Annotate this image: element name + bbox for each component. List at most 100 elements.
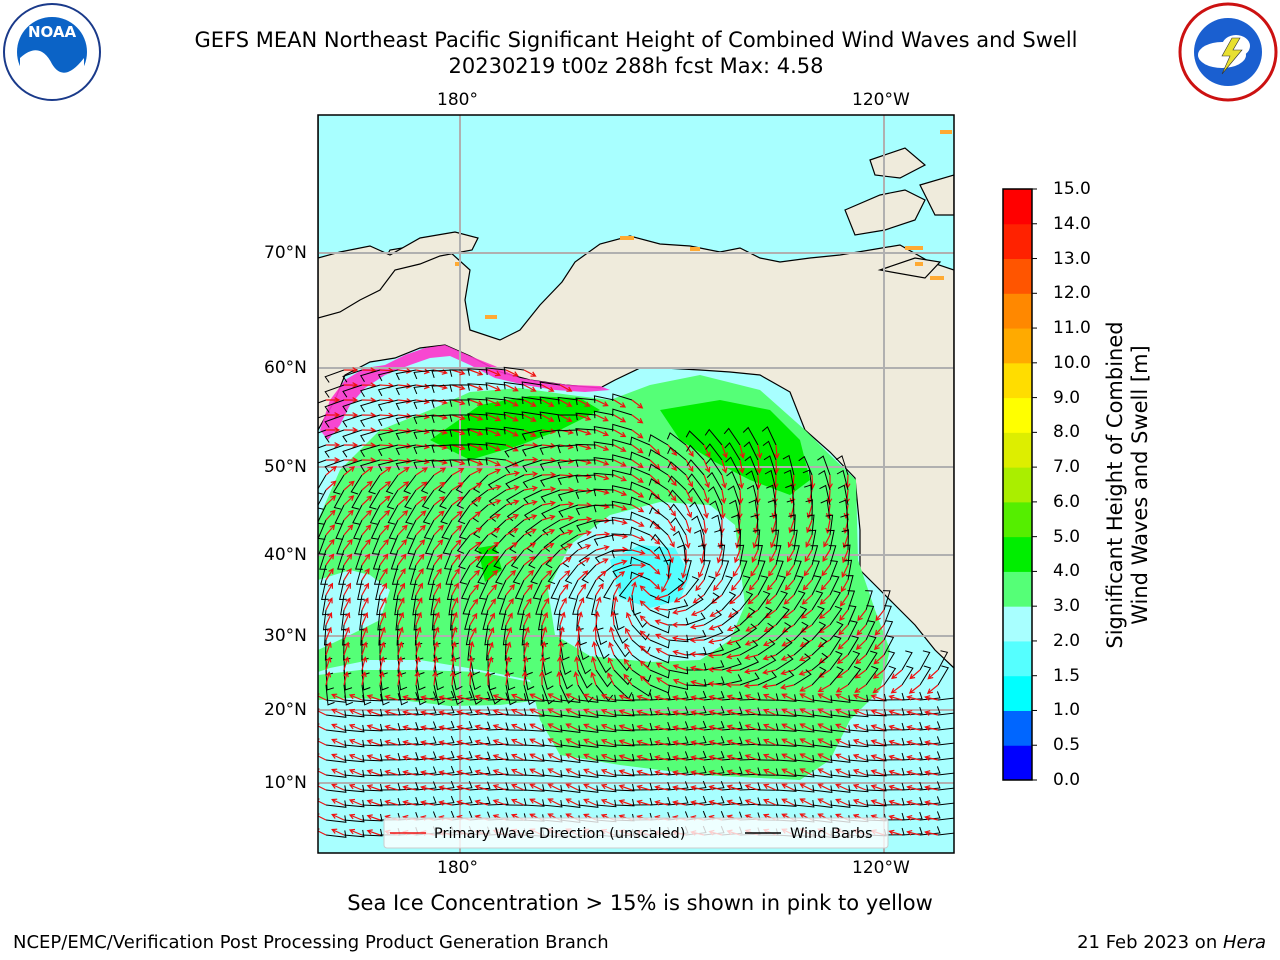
wave-direction-arrow	[487, 641, 494, 656]
wind-barb	[736, 544, 745, 566]
wind-barb	[415, 684, 427, 706]
wind-barb	[325, 785, 347, 793]
wave-direction-arrow	[379, 466, 392, 476]
wave-direction-arrow	[817, 693, 831, 701]
wind-barb	[649, 796, 671, 806]
wind-barb	[360, 444, 381, 457]
wind-barb	[491, 534, 507, 554]
wind-barb	[539, 381, 561, 390]
wave-direction-arrow	[690, 755, 705, 761]
wave-direction-arrow	[623, 658, 633, 671]
wind-barb	[375, 579, 383, 601]
wind-barb	[697, 544, 706, 566]
wind-barb	[577, 740, 599, 748]
wave-direction-arrow	[415, 539, 426, 551]
wave-direction-arrow	[451, 568, 460, 581]
wind-barb	[369, 504, 381, 525]
wave-direction-arrow	[625, 627, 633, 641]
wave-direction-arrow	[331, 723, 345, 731]
wind-barb	[649, 736, 671, 746]
wave-direction-arrow	[565, 798, 579, 806]
wind-barb	[485, 397, 507, 405]
wind-barb	[829, 560, 839, 581]
wave-direction-arrow	[738, 474, 745, 490]
wave-direction-arrow	[469, 429, 484, 436]
wind-barb	[339, 579, 347, 601]
wave-direction-arrow	[547, 768, 561, 776]
wind-barb	[611, 485, 633, 493]
wave-direction-arrow	[378, 670, 385, 686]
wave-direction-arrow	[573, 671, 580, 686]
wind-barb	[612, 469, 633, 478]
colorbar-tick-label: 0.0	[1053, 770, 1081, 790]
wind-barb	[739, 782, 761, 791]
legend-wind-barbs-label: Wind Barbs	[790, 826, 873, 842]
wave-direction-arrow	[770, 534, 777, 549]
wave-direction-arrow	[361, 509, 372, 521]
wind-barb	[829, 575, 840, 596]
wind-barb	[395, 459, 417, 471]
wind-barb	[667, 691, 689, 701]
wave-direction-arrow	[366, 739, 381, 746]
wind-barb	[865, 783, 887, 792]
wave-direction-arrow	[361, 656, 368, 671]
wind-barb	[503, 411, 525, 420]
wind-barb	[575, 474, 597, 483]
wave-direction-arrow	[366, 709, 381, 716]
wave-direction-arrow	[654, 785, 669, 791]
wave-direction-arrow	[379, 656, 385, 671]
wave-direction-arrow	[558, 626, 565, 641]
wave-direction-arrow	[751, 549, 759, 563]
wave-direction-arrow	[523, 399, 537, 407]
lat-label-60n: 60°N	[264, 358, 307, 378]
wave-direction-arrow	[539, 670, 545, 685]
wind-barb	[368, 474, 381, 495]
wave-direction-arrow	[752, 534, 759, 549]
wind-barb	[324, 384, 345, 398]
wave-direction-arrow	[402, 724, 417, 731]
wind-barb	[937, 742, 954, 746]
wave-direction-arrow	[595, 545, 610, 551]
wave-direction-arrow	[761, 683, 777, 690]
wave-direction-arrow	[433, 568, 442, 581]
wave-direction-arrow	[649, 534, 661, 545]
colorbar-tick-label: 9.0	[1053, 387, 1081, 408]
wave-direction-arrow	[438, 710, 453, 716]
wind-barb	[666, 432, 687, 446]
wind-barb	[577, 684, 594, 703]
wave-direction-arrow	[343, 656, 350, 671]
wind-barb	[703, 643, 725, 656]
wind-barb	[721, 608, 739, 626]
wave-direction-arrow	[449, 670, 456, 686]
wind-barb	[919, 811, 941, 821]
wind-barb	[649, 520, 669, 536]
wind-barb	[361, 738, 383, 747]
wave-direction-arrow	[836, 654, 849, 664]
wind-barb	[667, 736, 689, 746]
wave-direction-arrow	[631, 549, 646, 556]
wind-barb	[318, 399, 327, 404]
wind-barb	[721, 766, 743, 776]
wind-barb	[530, 564, 543, 585]
wind-barb	[504, 444, 525, 458]
wave-direction-arrow	[577, 557, 591, 566]
wind-barb	[403, 474, 417, 495]
wind-barb	[739, 797, 761, 806]
footer-credit: NCEP/EMC/Verification Post Processing Pr…	[13, 932, 609, 953]
wind-barb	[575, 428, 597, 436]
wind-barb	[514, 579, 525, 600]
wind-barb	[649, 609, 670, 619]
wave-direction-arrow	[343, 367, 359, 373]
wave-direction-arrow	[707, 652, 723, 659]
wave-direction-arrow	[583, 693, 597, 701]
wind-barb	[428, 579, 437, 601]
wave-direction-arrow	[787, 534, 795, 549]
wave-direction-arrow	[708, 739, 723, 746]
wind-barb	[613, 669, 632, 686]
wave-direction-arrow	[636, 769, 651, 776]
wind-barb	[745, 470, 759, 491]
wind-barb	[451, 721, 473, 731]
wind-barb	[503, 366, 525, 375]
wave-direction-arrow	[397, 611, 405, 626]
wave-direction-arrow	[744, 654, 759, 660]
